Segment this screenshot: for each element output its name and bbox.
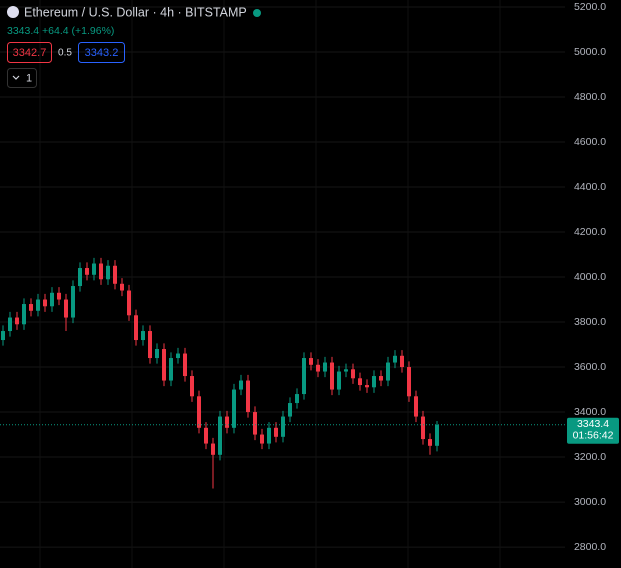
candle-body: [197, 396, 201, 428]
candle-body: [148, 331, 152, 359]
candles: [1, 257, 439, 489]
candle-body: [106, 265, 110, 280]
bid-price[interactable]: 3342.7: [13, 47, 47, 59]
candle-body: [281, 416, 285, 437]
candle-body: [29, 304, 33, 311]
candle-body: [162, 349, 166, 381]
candle-body: [1, 331, 5, 341]
candle-body: [274, 427, 278, 437]
chevron-icon: [12, 75, 20, 80]
y-tick-label: 3200.0: [574, 451, 606, 463]
candle-body: [414, 396, 418, 417]
candle-body: [288, 403, 292, 417]
y-tick-label: 3400.0: [574, 406, 606, 418]
ask-price[interactable]: 3343.2: [85, 47, 119, 59]
candle-body: [183, 353, 187, 377]
y-tick-label: 3000.0: [574, 496, 606, 508]
candle-body: [316, 364, 320, 372]
y-tick-label: 5200.0: [574, 1, 606, 13]
candle-body: [407, 367, 411, 397]
price-axis: 2800.0 3000.0 3200.0 3400.0 3600.0 3800.0 4000…: [574, 1, 606, 553]
candle-body: [260, 434, 264, 444]
candle-body: [64, 299, 68, 318]
candle-body: [351, 369, 355, 379]
candle-body: [295, 394, 299, 404]
candle-body: [8, 317, 12, 332]
candle-body: [435, 424, 439, 446]
candle-body: [365, 385, 369, 388]
candle-body: [421, 416, 425, 440]
candle-body: [78, 268, 82, 287]
ohlc-legend: 3343.4 +64.4 (+1.96%): [7, 25, 114, 37]
candle-body: [344, 369, 348, 372]
candle-body: [141, 331, 145, 341]
buy-button[interactable]: [78, 42, 125, 63]
candle-body: [57, 292, 61, 300]
candle-body: [428, 439, 432, 446]
candle-body: [92, 263, 96, 275]
candle-body: [232, 389, 236, 428]
symbol-title[interactable]: Ethereum / U.S. Dollar · 4h · BITSTAMP: [24, 5, 247, 19]
candle-body: [246, 380, 250, 413]
candle-body: [71, 286, 75, 318]
candle-body: [323, 362, 327, 372]
candle-body: [134, 315, 138, 341]
candle-body: [176, 353, 180, 359]
candle-body: [372, 376, 376, 388]
candle-body: [267, 427, 271, 444]
candle-body: [337, 371, 341, 390]
candle-body: [43, 299, 47, 307]
candle-body: [169, 358, 173, 381]
indicator-count[interactable]: 1: [26, 72, 32, 84]
candle-body: [36, 299, 40, 311]
candle-body: [15, 317, 19, 325]
candle-body: [239, 380, 243, 390]
candle-body: [393, 355, 397, 363]
candle-body: [99, 263, 103, 280]
symbol-icon: [7, 6, 19, 18]
y-tick-label: 2800.0: [574, 541, 606, 553]
y-tick-label: 3600.0: [574, 361, 606, 373]
candle-body: [204, 427, 208, 444]
candle-body: [386, 362, 390, 381]
market-status[interactable]: [253, 9, 261, 17]
candle-body: [379, 376, 383, 381]
candle-body: [155, 349, 159, 359]
last-price-badge: [567, 417, 619, 444]
y-tick-label: 3800.0: [574, 316, 606, 328]
candle-body: [113, 265, 117, 284]
candle-body: [127, 290, 131, 316]
y-tick-label: 4000.0: [574, 271, 606, 283]
last-price-label: 3343.4: [577, 418, 609, 430]
candle-body: [358, 378, 362, 386]
candle-body: [85, 268, 89, 275]
y-tick-label: 4800.0: [574, 91, 606, 103]
indicators-toggle[interactable]: [7, 68, 37, 88]
candle-body: [22, 304, 26, 325]
y-tick-label: 5000.0: [574, 46, 606, 58]
candle-body: [302, 358, 306, 395]
candle-body: [120, 283, 124, 291]
candle-body: [309, 358, 313, 365]
grid: [0, 0, 565, 568]
candle-body: [50, 292, 54, 307]
spread: 0.5: [58, 48, 72, 59]
y-tick-label: 4400.0: [574, 181, 606, 193]
y-tick-label: 4600.0: [574, 136, 606, 148]
bar-countdown: 01:56:42: [573, 430, 614, 442]
candle-body: [218, 416, 222, 455]
sell-button[interactable]: [7, 42, 52, 63]
candle-body: [253, 412, 257, 435]
y-tick-label: 4200.0: [574, 226, 606, 238]
candle-body: [400, 355, 404, 368]
candle-body: [225, 416, 229, 428]
candle-body: [211, 443, 215, 455]
candle-body: [330, 362, 334, 390]
candle-body: [190, 376, 194, 397]
